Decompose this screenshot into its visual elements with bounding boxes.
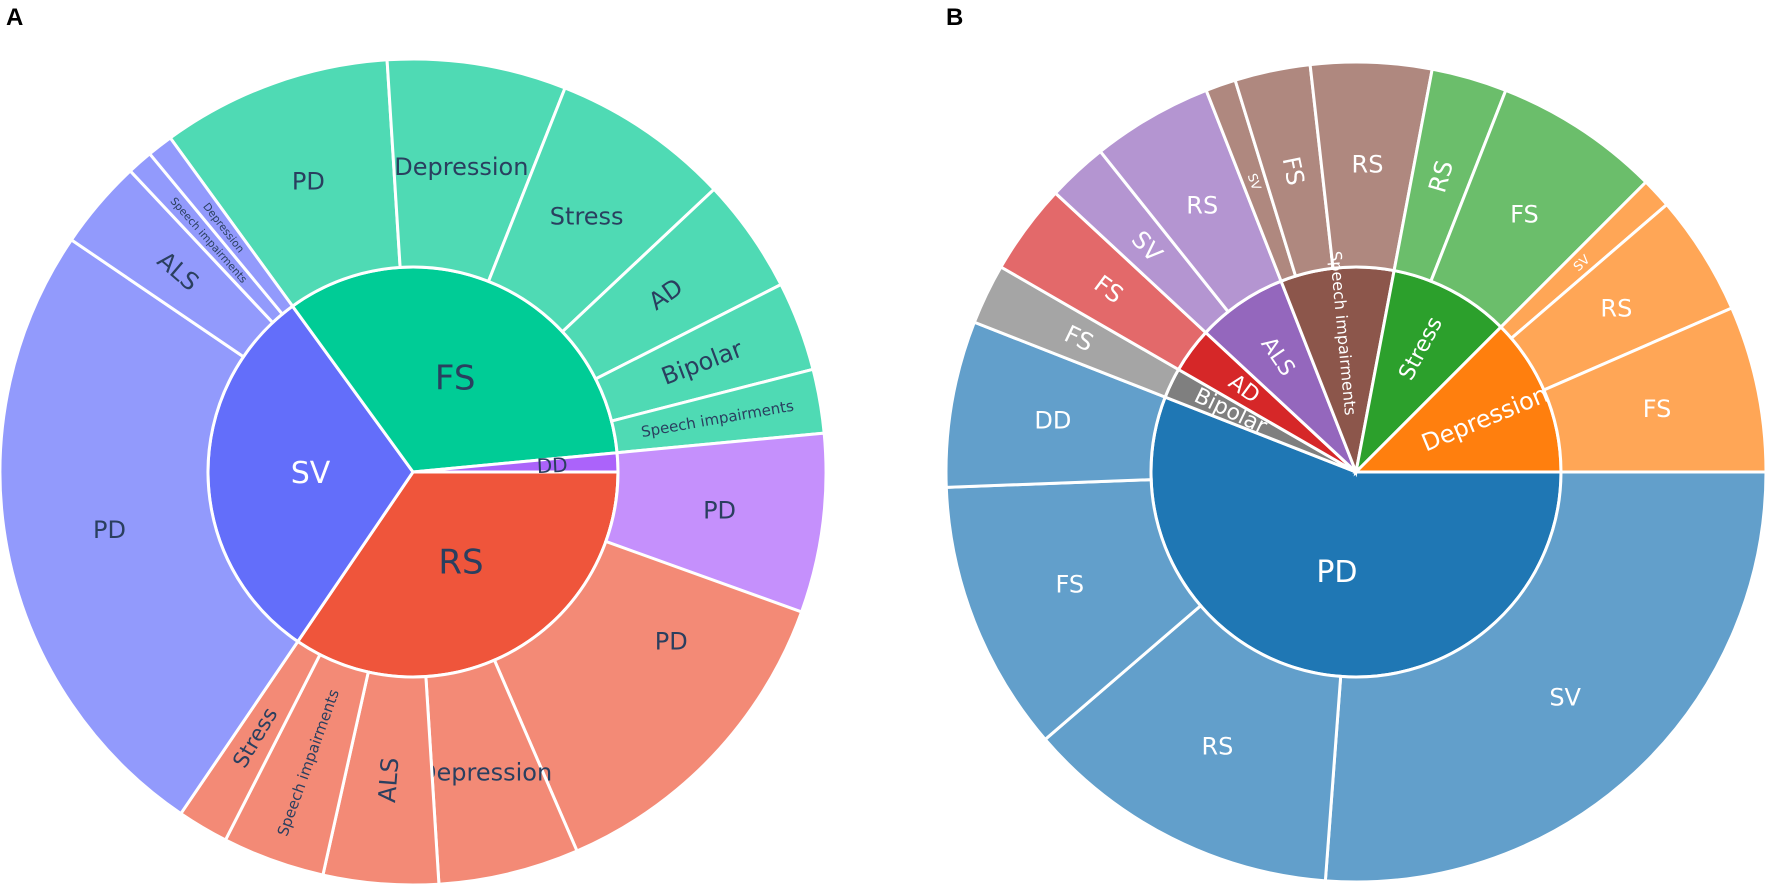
panel-label-a: A <box>6 4 24 31</box>
outer-segment-sv-pd[interactable] <box>0 237 300 816</box>
outer-segment-dd-pd[interactable] <box>603 431 828 614</box>
outer-segment-pd-fs[interactable] <box>944 478 1203 742</box>
outer-segment-pd-rs[interactable] <box>1043 603 1343 883</box>
outer-segment-depression-fs[interactable] <box>1541 306 1768 474</box>
outer-segment-pd-sv[interactable] <box>1323 470 1768 884</box>
outer-segment-sv-depression[interactable] <box>147 135 295 317</box>
panel-label-b: B <box>946 4 964 31</box>
